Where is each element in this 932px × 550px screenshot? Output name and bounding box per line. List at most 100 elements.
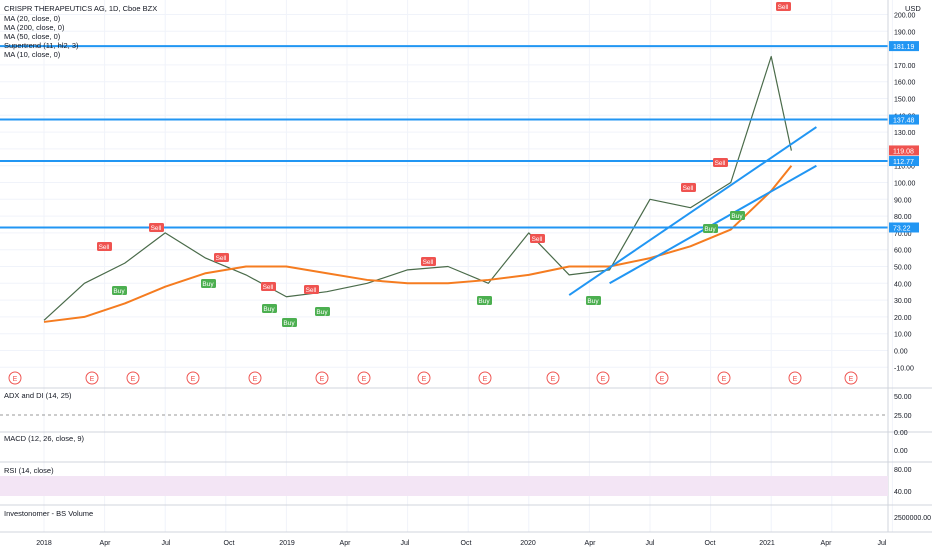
price-tick-label: 60.00 — [894, 248, 912, 255]
buy-marker — [315, 307, 330, 316]
indicator-supertrend[interactable]: Supertrend (11, hl2, 3) — [4, 41, 79, 50]
sell-marker — [681, 183, 696, 192]
adx-title[interactable]: ADX and DI (14, 25) — [4, 391, 72, 400]
time-tick-label: 2020 — [520, 540, 536, 547]
earnings-icon[interactable] — [186, 371, 200, 385]
time-tick-label: Oct — [224, 540, 235, 547]
time-tick-label: Apr — [100, 540, 112, 547]
buy-label: Buy — [316, 309, 328, 316]
earnings-label[interactable]: E — [483, 376, 488, 383]
price-tick-label: 190.00 — [894, 29, 916, 36]
indicator-ma10[interactable]: MA (10, close, 0) — [4, 50, 61, 59]
buy-label: Buy — [704, 226, 716, 233]
sell-marker — [214, 253, 229, 262]
buy-marker — [201, 279, 216, 288]
sell-marker — [776, 2, 791, 11]
indicator-ma50[interactable]: MA (50, close, 0) — [4, 32, 61, 41]
symbol-title[interactable]: CRISPR THERAPEUTICS AG, 1D, Cboe BZX — [4, 4, 157, 13]
price-tick-label: 70.00 — [894, 231, 912, 238]
earnings-label[interactable]: E — [551, 376, 556, 383]
price-tick-label: 110.00 — [894, 164, 915, 171]
earnings-icon[interactable] — [655, 371, 669, 385]
price-level-label[interactable]: 73.22 — [893, 225, 911, 232]
buy-marker — [282, 318, 297, 327]
earnings-label[interactable]: E — [191, 376, 196, 383]
price-tick-label: 200.00 — [894, 13, 916, 20]
earnings-label[interactable]: E — [362, 376, 367, 383]
price-tick-label: 150.00 — [894, 97, 916, 104]
price-level-label[interactable]: 112.77 — [893, 159, 914, 166]
price-tick-label: -10.00 — [894, 365, 914, 372]
price-tick-label: 80.00 — [894, 214, 912, 221]
buy-label: Buy — [263, 306, 275, 313]
earnings-label[interactable]: E — [601, 376, 606, 383]
earnings-icon[interactable] — [478, 371, 492, 385]
earnings-label[interactable]: E — [793, 376, 798, 383]
price-level-badge[interactable] — [889, 41, 919, 52]
time-axis[interactable]: 2018 Apr Jul Oct 2019 Apr Jul Oct 2020 Apr Jul Oct 2… — [36, 540, 887, 547]
buy-label: Buy — [202, 281, 214, 288]
price-level-badge[interactable] — [889, 145, 919, 156]
price-level-badge[interactable] — [889, 114, 919, 125]
price-tick-label: 160.00 — [894, 80, 916, 87]
pane-tick-label: 0.00 — [894, 448, 908, 455]
macd-title[interactable]: MACD (12, 26, close, 9) — [4, 434, 85, 443]
volume-title[interactable]: Investonomer - BS Volume — [4, 509, 93, 518]
price-level-badge[interactable] — [889, 222, 919, 233]
price-level-badge[interactable] — [889, 156, 919, 167]
earnings-label[interactable]: E — [660, 376, 665, 383]
horizontal-levels[interactable] — [0, 45, 888, 229]
sell-label: Sell — [216, 255, 227, 262]
earnings-label[interactable]: E — [131, 376, 136, 383]
earnings-label[interactable]: E — [422, 376, 427, 383]
price-level-label[interactable]: 137.48 — [893, 118, 915, 125]
indicator-ma200[interactable]: MA (200, close, 0) — [4, 23, 65, 32]
earnings-icon[interactable] — [546, 371, 560, 385]
earnings-icon[interactable] — [248, 371, 262, 385]
time-tick-label: Jul — [401, 540, 410, 547]
time-tick-label: Oct — [705, 540, 716, 547]
earnings-label[interactable]: E — [722, 376, 727, 383]
time-tick-label: 2019 — [279, 540, 295, 547]
pane-tick-label: 80.00 — [894, 467, 912, 474]
trendlines[interactable] — [568, 126, 817, 296]
earnings-label[interactable]: E — [13, 376, 18, 383]
earnings-label[interactable]: E — [90, 376, 95, 383]
rsi-title[interactable]: RSI (14, close) — [4, 466, 54, 475]
price-tick-label: 100.00 — [894, 181, 916, 188]
buy-marker — [262, 304, 277, 313]
sell-marker — [421, 257, 436, 266]
price-level-label[interactable]: 119.08 — [893, 148, 914, 155]
earnings-label[interactable]: E — [253, 376, 258, 383]
earnings-icon[interactable] — [357, 371, 371, 385]
earnings-icon[interactable] — [844, 371, 858, 385]
earnings-icon[interactable] — [85, 371, 99, 385]
sell-marker — [530, 234, 545, 243]
sell-label: Sell — [263, 284, 274, 291]
earnings-icon[interactable] — [596, 371, 610, 385]
earnings-icon[interactable] — [8, 371, 22, 385]
buy-marker — [112, 286, 127, 295]
earnings-icon[interactable] — [126, 371, 140, 385]
indicator-ma20[interactable]: MA (20, close, 0) — [4, 14, 61, 23]
time-tick-label: Apr — [585, 540, 597, 547]
buy-label: Buy — [731, 213, 743, 220]
earnings-icon[interactable] — [417, 371, 431, 385]
earnings-icon[interactable] — [315, 371, 329, 385]
trendline[interactable] — [568, 126, 817, 296]
earnings-label[interactable]: E — [320, 376, 325, 383]
price-axis[interactable]: 200.00190.00180.00170.00160.00150.00140.… — [889, 13, 931, 523]
earnings-label[interactable]: E — [849, 376, 854, 383]
sell-marker — [713, 158, 728, 167]
earnings-icon[interactable] — [717, 371, 731, 385]
time-tick-label: Jul — [646, 540, 655, 547]
price-tick-label: 50.00 — [894, 265, 912, 272]
sell-marker — [261, 282, 276, 291]
earnings-icon[interactable] — [788, 371, 802, 385]
indicator-panes — [0, 0, 932, 533]
buy-label: Buy — [587, 298, 599, 305]
buy-label: Buy — [478, 298, 490, 305]
buy-marker — [586, 296, 601, 305]
price-level-label[interactable]: 181.19 — [893, 44, 915, 51]
